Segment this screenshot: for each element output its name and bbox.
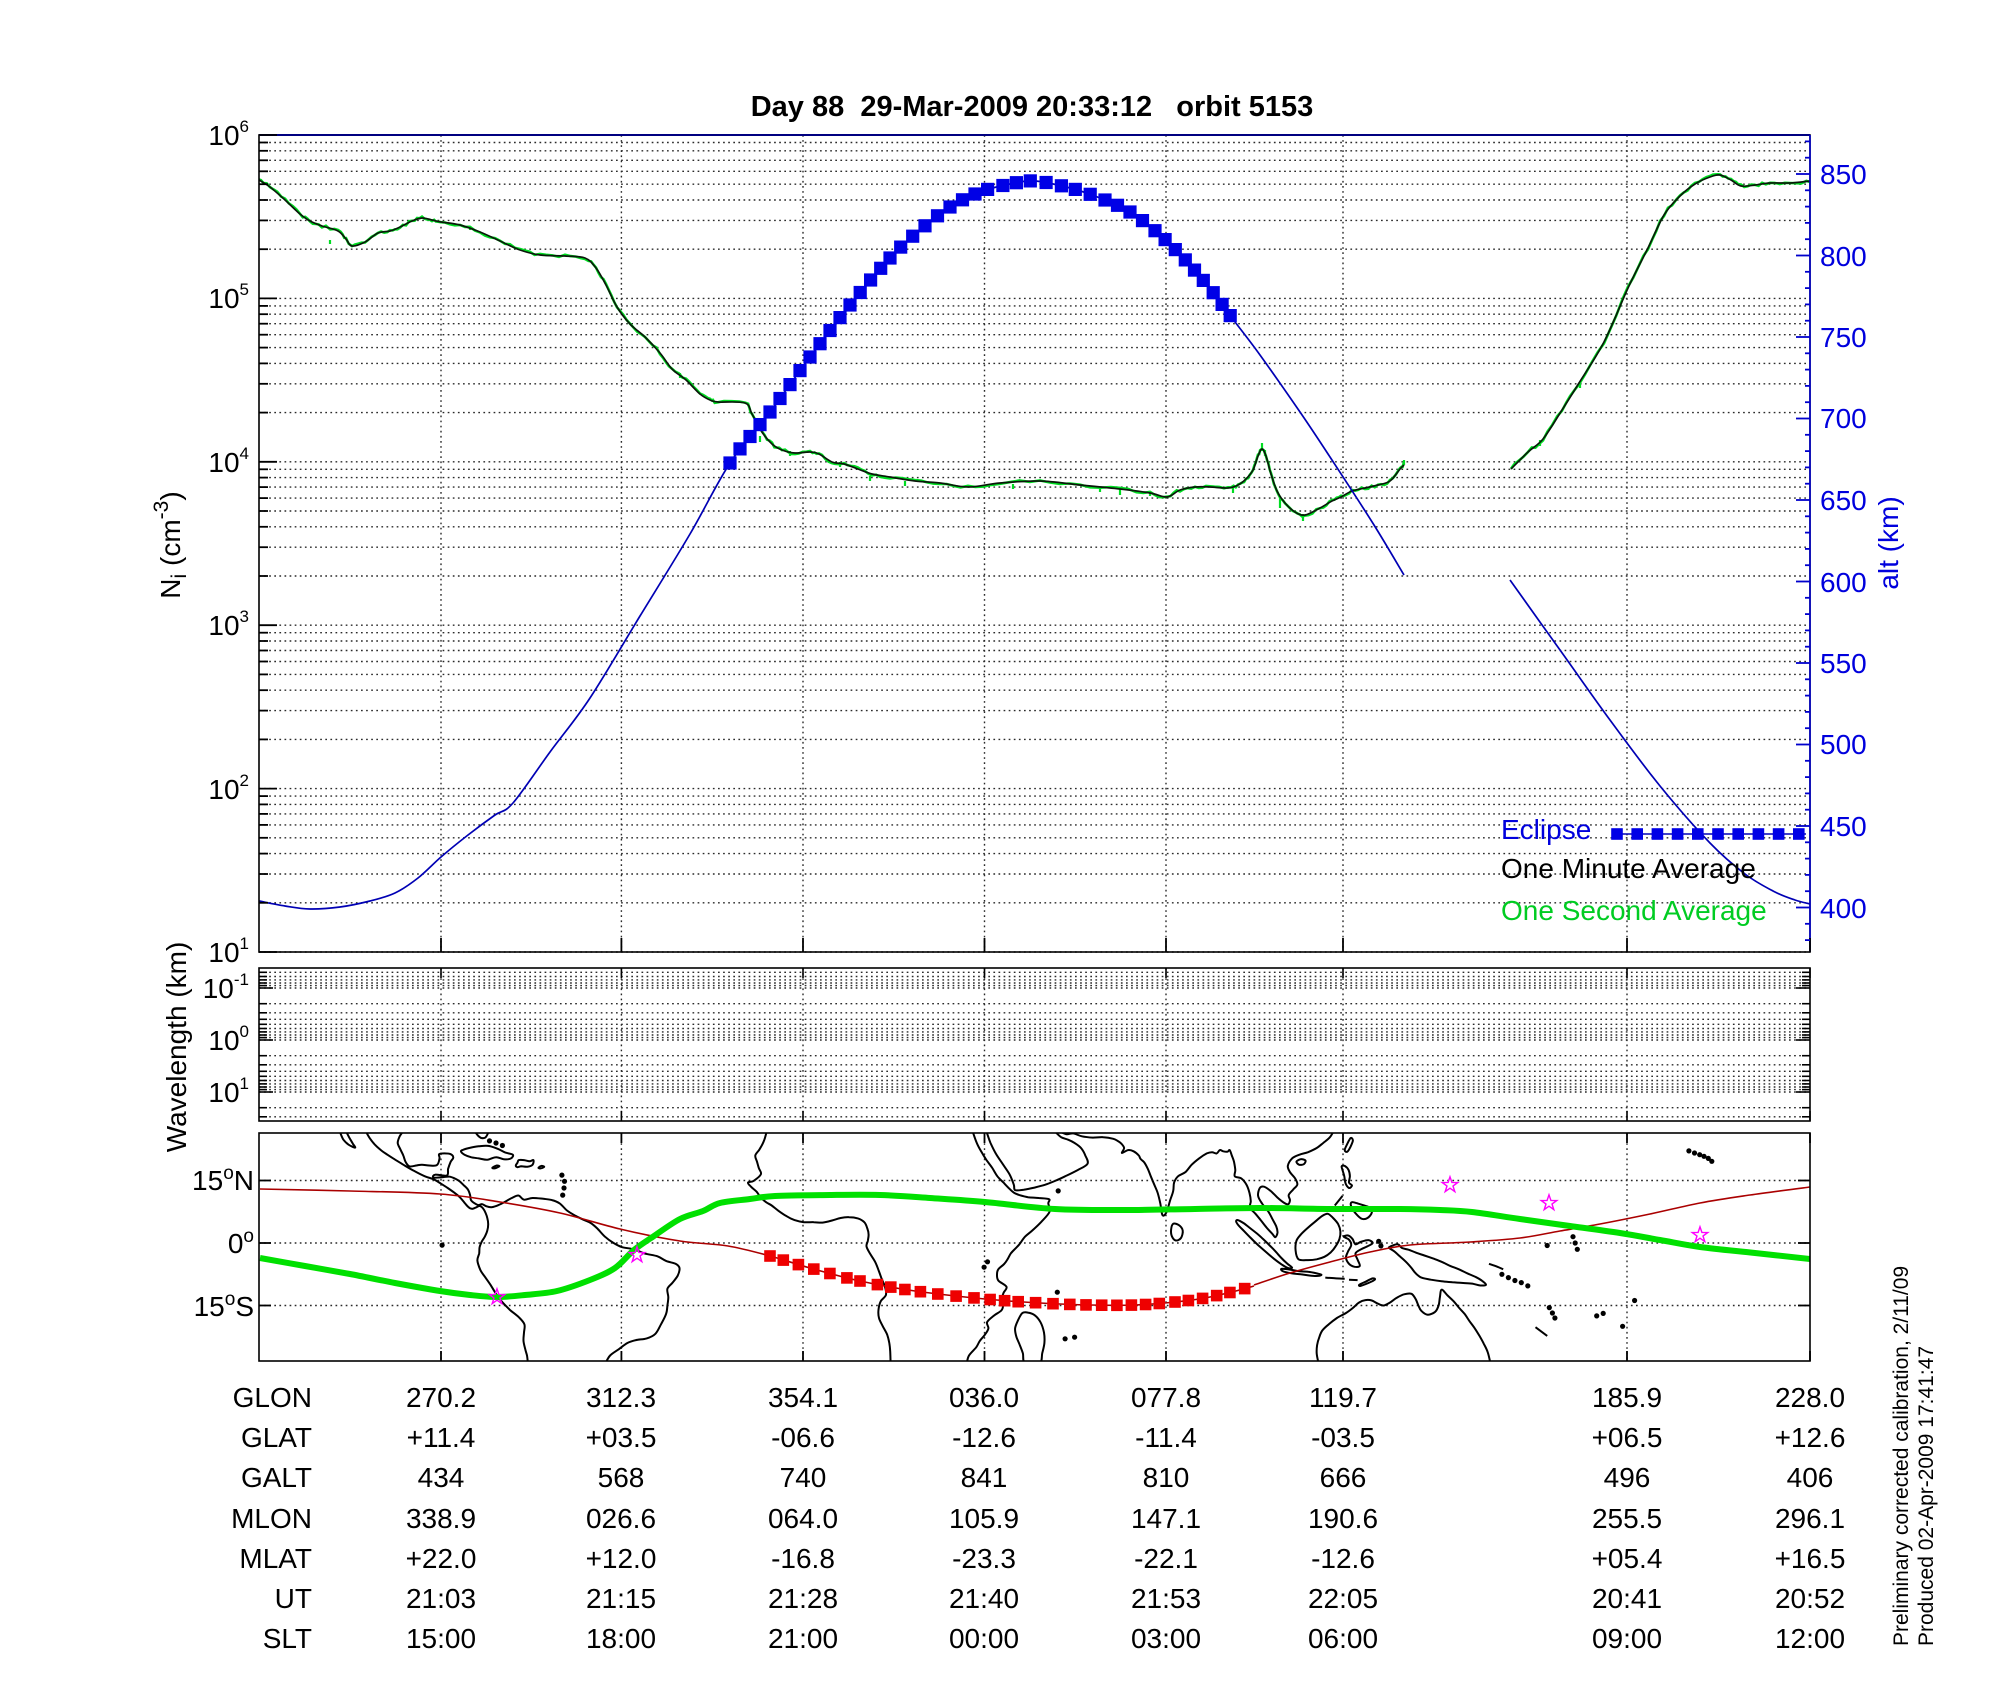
svg-text:-06.6: -06.6 (771, 1422, 835, 1453)
svg-text:600: 600 (1820, 567, 1867, 598)
svg-text:18:00: 18:00 (586, 1623, 656, 1654)
svg-text:026.6: 026.6 (586, 1503, 656, 1534)
svg-text:alt (km): alt (km) (1873, 496, 1904, 589)
svg-text:Preliminary corrected calibrat: Preliminary corrected calibration, 2/11/… (1890, 1266, 1913, 1646)
svg-text:-23.3: -23.3 (952, 1543, 1016, 1574)
svg-text:105.9: 105.9 (949, 1503, 1019, 1534)
svg-text:20:52: 20:52 (1775, 1583, 1845, 1614)
svg-text:-11.4: -11.4 (1135, 1422, 1197, 1453)
svg-text:Eclipse: Eclipse (1501, 814, 1591, 845)
svg-text:500: 500 (1820, 729, 1867, 760)
svg-text:338.9: 338.9 (406, 1503, 476, 1534)
svg-text:568: 568 (598, 1462, 645, 1493)
svg-text:255.5: 255.5 (1592, 1503, 1662, 1534)
svg-text:406: 406 (1787, 1462, 1834, 1493)
svg-text:UT: UT (275, 1583, 312, 1614)
svg-text:00:00: 00:00 (949, 1623, 1019, 1654)
svg-text:GLON: GLON (233, 1382, 312, 1413)
svg-text:+12.0: +12.0 (586, 1543, 657, 1574)
svg-text:12:00: 12:00 (1775, 1623, 1845, 1654)
svg-text:+05.4: +05.4 (1592, 1543, 1663, 1574)
svg-text:450: 450 (1820, 811, 1867, 842)
svg-text:750: 750 (1820, 322, 1867, 353)
svg-text:800: 800 (1820, 241, 1867, 272)
svg-text:270.2: 270.2 (406, 1382, 476, 1413)
svg-text:21:28: 21:28 (768, 1583, 838, 1614)
svg-text:21:53: 21:53 (1131, 1583, 1201, 1614)
svg-text:03:00: 03:00 (1131, 1623, 1201, 1654)
svg-text:One Minute Average: One Minute Average (1501, 853, 1756, 884)
svg-text:666: 666 (1320, 1462, 1367, 1493)
svg-text:GALT: GALT (241, 1462, 312, 1493)
svg-text:740: 740 (780, 1462, 827, 1493)
svg-text:700: 700 (1820, 403, 1867, 434)
svg-text:550: 550 (1820, 648, 1867, 679)
svg-text:810: 810 (1143, 1462, 1190, 1493)
svg-text:496: 496 (1604, 1462, 1651, 1493)
svg-text:100: 100 (208, 1022, 249, 1056)
svg-text:228.0: 228.0 (1775, 1382, 1845, 1413)
svg-text:+03.5: +03.5 (586, 1422, 657, 1453)
svg-text:GLAT: GLAT (241, 1422, 312, 1453)
svg-text:15:00: 15:00 (406, 1623, 476, 1654)
svg-text:-16.8: -16.8 (771, 1543, 835, 1574)
svg-text:06:00: 06:00 (1308, 1623, 1378, 1654)
svg-text:21:40: 21:40 (949, 1583, 1019, 1614)
svg-text:09:00: 09:00 (1592, 1623, 1662, 1654)
svg-text:190.6: 190.6 (1308, 1503, 1378, 1534)
svg-text:Produced 02-Apr-2009 17:41:47: Produced 02-Apr-2009 17:41:47 (1915, 1346, 1938, 1646)
svg-text:+06.5: +06.5 (1592, 1422, 1663, 1453)
svg-text:+11.4: +11.4 (407, 1422, 476, 1453)
svg-text:354.1: 354.1 (768, 1382, 838, 1413)
svg-text:841: 841 (961, 1462, 1008, 1493)
svg-text:Wavelength (km): Wavelength (km) (161, 942, 192, 1153)
svg-text:650: 650 (1820, 485, 1867, 516)
svg-text:101: 101 (208, 1074, 249, 1108)
svg-text:+12.6: +12.6 (1775, 1422, 1846, 1453)
svg-text:185.9: 185.9 (1592, 1382, 1662, 1413)
svg-text:Ni (cm-3): Ni (cm-3) (150, 491, 191, 598)
svg-text:105: 105 (208, 280, 249, 314)
svg-text:400: 400 (1820, 893, 1867, 924)
svg-text:22:05: 22:05 (1308, 1583, 1378, 1614)
svg-text:21:03: 21:03 (406, 1583, 476, 1614)
svg-text:147.1: 147.1 (1131, 1503, 1201, 1534)
svg-text:850: 850 (1820, 159, 1867, 190)
svg-text:10-1: 10-1 (203, 970, 249, 1004)
svg-text:+16.5: +16.5 (1775, 1543, 1846, 1574)
svg-text:434: 434 (418, 1462, 465, 1493)
svg-text:-03.5: -03.5 (1311, 1422, 1375, 1453)
svg-text:Day 88 29-Mar-2009 20:33:12: Day 88 29-Mar-2009 20:33:12 orbit 5153 (751, 91, 1314, 123)
svg-text:15oN: 15oN (192, 1163, 254, 1196)
svg-text:077.8: 077.8 (1131, 1382, 1201, 1413)
svg-text:21:15: 21:15 (586, 1583, 656, 1614)
svg-text:036.0: 036.0 (949, 1382, 1019, 1413)
svg-text:+22.0: +22.0 (406, 1543, 477, 1574)
svg-text:296.1: 296.1 (1775, 1503, 1845, 1534)
svg-text:21:00: 21:00 (768, 1623, 838, 1654)
svg-text:15oS: 15oS (194, 1289, 254, 1322)
svg-text:119.7: 119.7 (1309, 1382, 1377, 1413)
svg-text:064.0: 064.0 (768, 1503, 838, 1534)
svg-text:MLON: MLON (231, 1503, 312, 1534)
svg-text:SLT: SLT (263, 1623, 312, 1654)
svg-text:One Second Average: One Second Average (1501, 895, 1767, 926)
svg-text:-12.6: -12.6 (952, 1422, 1016, 1453)
svg-text:-22.1: -22.1 (1134, 1543, 1198, 1574)
svg-text:MLAT: MLAT (239, 1543, 312, 1574)
svg-text:312.3: 312.3 (586, 1382, 656, 1413)
svg-text:-12.6: -12.6 (1311, 1543, 1375, 1574)
svg-text:20:41: 20:41 (1592, 1583, 1662, 1614)
